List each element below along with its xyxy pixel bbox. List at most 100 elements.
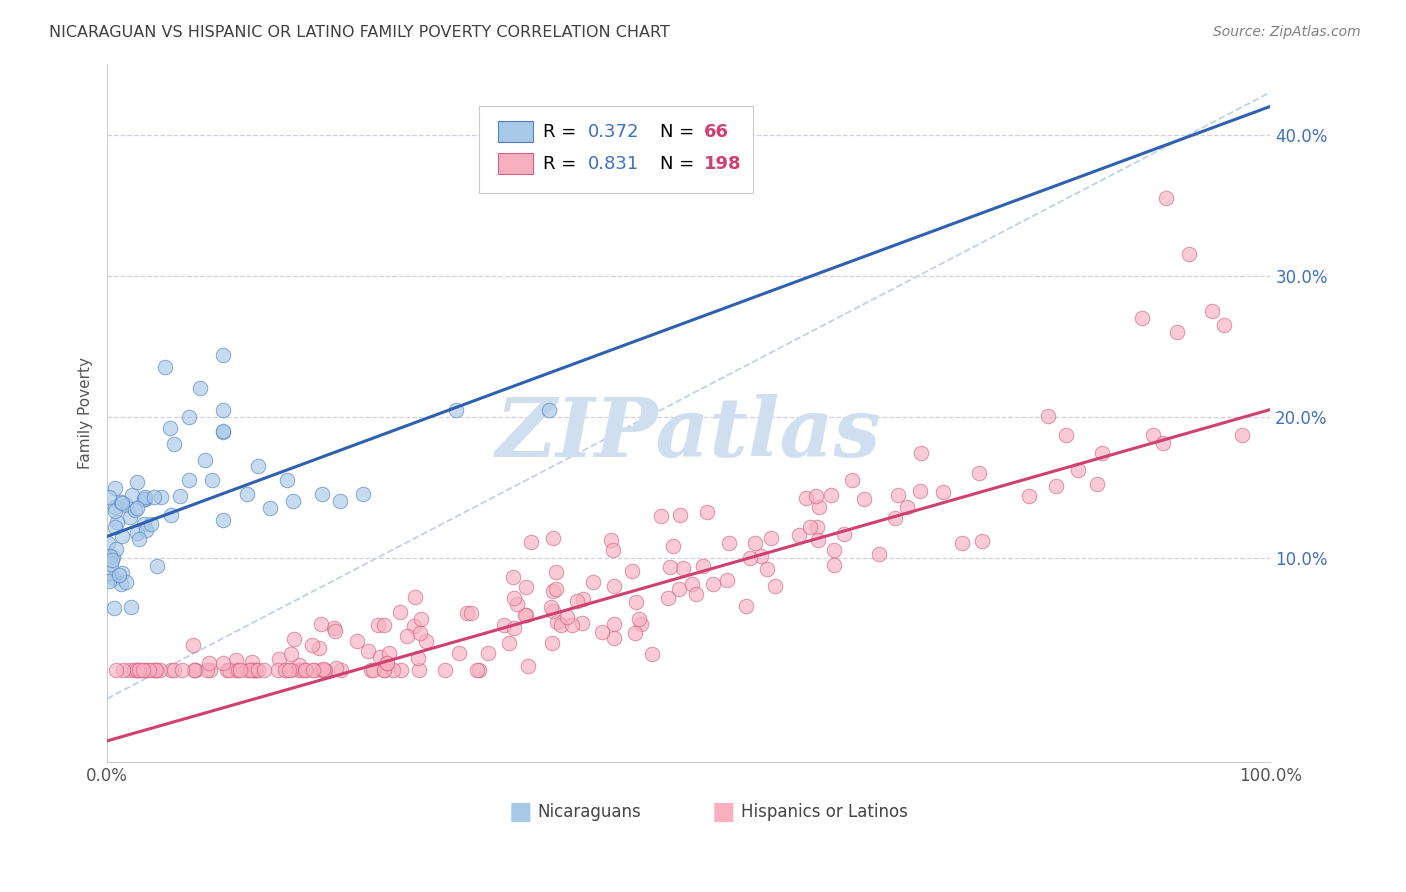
Point [492, 618, 515, 632]
Point [128, 533, 150, 547]
Point [787, 528, 810, 542]
Point [212, 348, 235, 362]
Point [765, 579, 787, 593]
Text: NICARAGUAN VS HISPANIC OR LATINO FAMILY POVERTY CORRELATION CHART: NICARAGUAN VS HISPANIC OR LATINO FAMILY … [49, 25, 671, 40]
Point [225, 664, 247, 678]
Point [1178, 247, 1201, 261]
Point [239, 664, 262, 678]
Point [409, 611, 432, 625]
Point [98, 566, 121, 580]
Point [1232, 427, 1254, 442]
Point [408, 664, 430, 678]
Point [146, 559, 169, 574]
Point [145, 664, 167, 678]
Point [122, 664, 145, 678]
Point [105, 664, 128, 678]
Point [823, 558, 845, 573]
Point [163, 664, 186, 678]
Point [309, 664, 332, 678]
Point [460, 606, 482, 620]
Point [294, 664, 316, 678]
Point [212, 402, 235, 417]
Point [806, 520, 828, 534]
Point [273, 664, 295, 678]
Point [820, 488, 842, 502]
Text: ■: ■ [711, 800, 735, 824]
Point [170, 664, 193, 678]
Point [103, 571, 125, 585]
Point [212, 425, 235, 439]
Point [242, 656, 264, 670]
Point [896, 500, 918, 514]
Point [1054, 428, 1077, 442]
Point [541, 635, 564, 649]
Point [477, 646, 499, 660]
Point [177, 409, 200, 424]
Point [247, 458, 270, 473]
Point [105, 515, 128, 529]
Text: Hispanics or Latinos: Hispanics or Latinos [741, 804, 908, 822]
Point [628, 612, 651, 626]
Point [581, 575, 603, 590]
Point [565, 594, 588, 608]
Point [515, 580, 537, 594]
Point [159, 421, 181, 435]
Point [302, 664, 325, 678]
FancyBboxPatch shape [498, 153, 533, 174]
Point [125, 664, 148, 678]
Point [177, 473, 200, 487]
Point [883, 510, 905, 524]
Point [360, 664, 382, 678]
Point [141, 516, 163, 531]
Point [1154, 191, 1177, 205]
Text: R =: R = [543, 155, 582, 173]
Point [1036, 409, 1059, 423]
Point [169, 489, 191, 503]
Point [807, 533, 830, 547]
Point [134, 490, 156, 504]
Point [932, 484, 955, 499]
Text: R =: R = [543, 123, 582, 141]
Point [672, 561, 695, 575]
Point [382, 664, 405, 678]
Point [1091, 446, 1114, 460]
Point [755, 561, 778, 575]
Point [181, 638, 204, 652]
Point [312, 662, 335, 676]
Point [97, 491, 120, 505]
Point [183, 664, 205, 678]
Point [104, 481, 127, 495]
Text: Source: ZipAtlas.com: Source: ZipAtlas.com [1213, 25, 1361, 39]
Point [218, 664, 240, 678]
Point [1067, 463, 1090, 477]
Point [908, 484, 931, 499]
Point [242, 664, 264, 678]
Point [267, 652, 290, 666]
Point [121, 488, 143, 502]
Point [540, 600, 562, 615]
Point [668, 582, 690, 596]
Point [143, 664, 166, 678]
Y-axis label: Family Poverty: Family Poverty [79, 357, 93, 469]
Point [98, 549, 121, 563]
Point [149, 490, 172, 504]
Point [111, 566, 134, 580]
Point [103, 550, 125, 565]
Point [101, 553, 124, 567]
Point [252, 664, 274, 678]
Point [502, 621, 524, 635]
Point [716, 574, 738, 588]
Point [363, 664, 385, 678]
Point [246, 664, 269, 678]
Point [195, 664, 218, 678]
Point [229, 664, 252, 678]
Point [409, 626, 432, 640]
Point [602, 543, 624, 558]
Point [603, 632, 626, 646]
Point [657, 591, 679, 606]
Point [278, 664, 301, 678]
Point [104, 520, 127, 534]
Point [145, 664, 167, 678]
Point [115, 498, 138, 512]
Point [546, 615, 568, 630]
